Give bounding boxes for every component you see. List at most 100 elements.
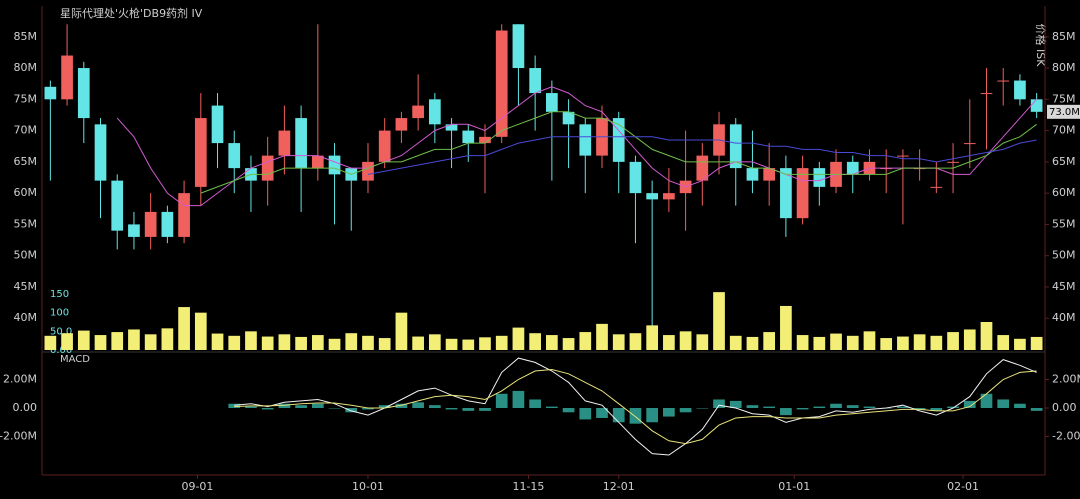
macd-bar (311, 403, 324, 409)
candle-body (696, 155, 709, 181)
macd-bar (863, 406, 876, 409)
candle-body (796, 168, 809, 219)
candle-body (428, 99, 441, 125)
macd-bar (913, 408, 926, 410)
volume-bar (194, 312, 207, 350)
x-tick-label: 09-01 (181, 480, 213, 493)
volume-bar (663, 335, 675, 350)
volume-bar (780, 305, 792, 350)
macd-bar (512, 390, 525, 409)
volume-bar (880, 338, 893, 350)
y-tick-label: -2.00M (0, 430, 37, 443)
macd-bar (663, 408, 675, 417)
macd-bar (596, 408, 608, 418)
volume-bar (596, 323, 608, 350)
volume-bar (462, 339, 475, 350)
macd-bar (612, 408, 625, 423)
y-tick-label: 100 (50, 308, 69, 319)
candle-body (913, 168, 926, 170)
candle-body (579, 124, 592, 156)
macd-bar (930, 408, 943, 411)
volume-bar (629, 333, 642, 350)
candle-body (612, 118, 625, 162)
line-series (116, 86, 1037, 207)
candle-body (295, 118, 307, 169)
volume-bar (128, 329, 140, 350)
candle-body (980, 93, 993, 95)
volume-bar (44, 335, 57, 350)
x-tick-label: 11-15 (512, 480, 544, 493)
y-tick-label: 2.00M (3, 373, 37, 386)
macd-bar (228, 403, 241, 409)
candle-body (178, 193, 190, 237)
last-price-box (1047, 104, 1080, 119)
line-series (234, 368, 1037, 445)
candle-body (94, 124, 107, 181)
y-tick-label-right: 65M (1052, 155, 1076, 168)
volume-bar (562, 338, 575, 350)
candle-body (629, 161, 642, 194)
candle-body (1014, 80, 1026, 100)
candle-body (378, 130, 391, 162)
candle-body (228, 143, 241, 169)
volume-bar (77, 330, 90, 350)
x-tick-label: 02-01 (947, 480, 979, 493)
volume-bar (546, 335, 558, 350)
candle-body (495, 30, 508, 137)
x-tick-label: 10-01 (352, 480, 384, 493)
y-tick-label-right: 55M (1052, 217, 1076, 230)
volume-bar (863, 331, 876, 350)
macd-bar (763, 406, 776, 409)
macd-bar (428, 405, 441, 409)
volume-bar (345, 333, 358, 350)
volume-bar (178, 307, 190, 350)
macd-bar (261, 408, 274, 410)
macd-label: MACD (60, 354, 90, 365)
candle-body (111, 180, 124, 231)
candle-body (328, 155, 341, 175)
candle-body (194, 118, 207, 187)
y-tick-label-right: 60M (1052, 186, 1076, 199)
volume-bar (830, 333, 842, 350)
macd-bar (629, 408, 642, 424)
candle-body (729, 124, 742, 169)
volume-bar (930, 335, 943, 350)
y-tick-label: 50.0 (50, 326, 72, 337)
candle-body (311, 155, 324, 169)
volume-bar (495, 335, 508, 350)
volume-bar (245, 331, 257, 350)
y-tick-label-right: 45M (1052, 280, 1076, 293)
candle-body (445, 124, 458, 131)
macd-bar (696, 408, 709, 409)
y-tick-label: 50M (14, 249, 38, 262)
candle-body (997, 80, 1010, 82)
y-tick-label: 75M (14, 92, 38, 105)
y-tick-label: 65M (14, 155, 38, 168)
volume-bar (1030, 336, 1043, 350)
volume-bar (813, 336, 826, 350)
macd-bar (963, 400, 976, 409)
candle-body (780, 168, 792, 219)
volume-bar (696, 334, 709, 350)
volume-bar (947, 332, 959, 350)
candle-body (546, 93, 558, 112)
y-tick-label-right: 2.00M (1052, 373, 1080, 386)
line-series (200, 111, 1037, 194)
candle-body (529, 68, 541, 94)
volume-bar (746, 336, 759, 350)
last-price-label: 73.0M (1049, 107, 1080, 118)
y-tick-label: 0.00 (50, 345, 72, 356)
volume-bar (412, 336, 424, 350)
volume-bar (512, 327, 525, 350)
macd-bar (412, 402, 424, 409)
macd-bar (713, 399, 725, 409)
macd-bar (846, 405, 859, 409)
macd-bar (495, 393, 508, 409)
volume-bar (612, 334, 625, 350)
volume-bar (362, 335, 374, 350)
y-tick-label: 85M (14, 30, 38, 43)
candle-body (963, 143, 976, 145)
volume-bar (161, 328, 174, 350)
volume-bar (997, 335, 1010, 350)
